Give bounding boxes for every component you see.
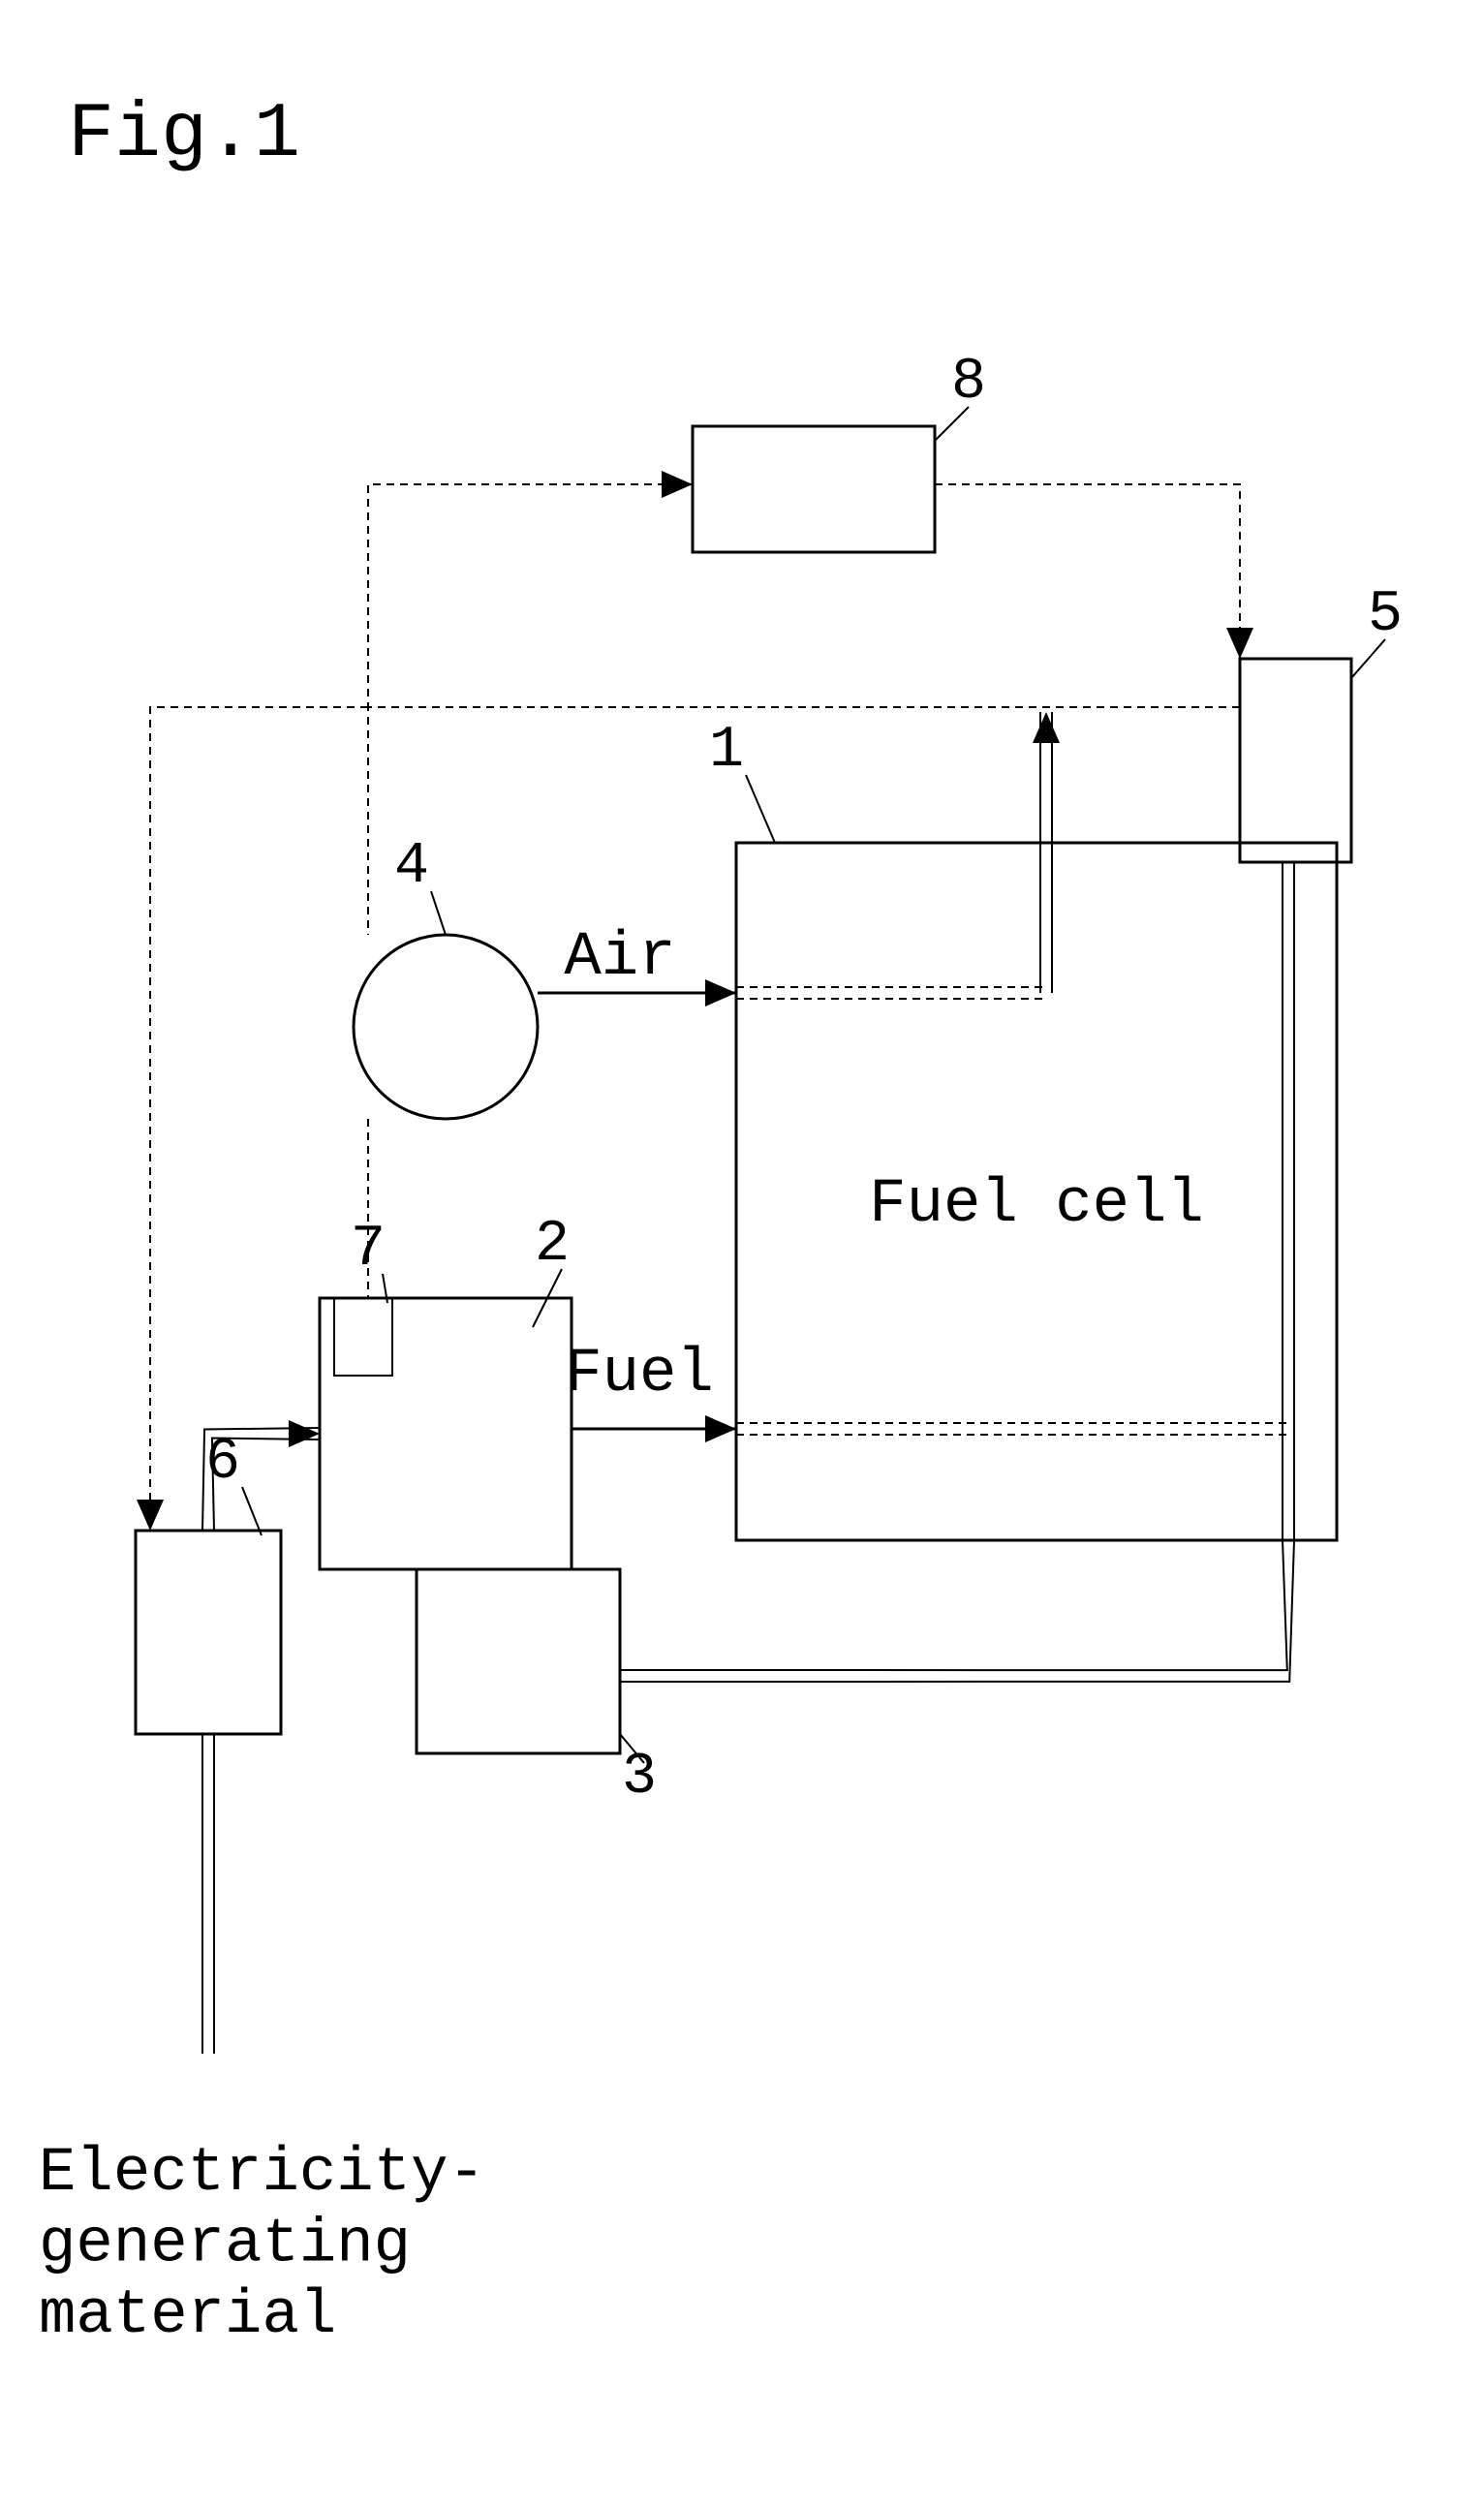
arrowhead xyxy=(662,471,693,498)
arrowhead xyxy=(705,979,736,1006)
arrowhead xyxy=(1226,628,1253,659)
refnum-sensor: 5 xyxy=(1368,582,1403,648)
refnum-blower: 4 xyxy=(394,834,429,900)
arrowhead xyxy=(705,1415,736,1442)
flow-fuel-return xyxy=(620,1429,1294,1682)
label-feed: material xyxy=(39,2281,336,2351)
leader-valve xyxy=(242,1487,262,1535)
ctrl-to-valve xyxy=(150,707,368,1531)
node-controller xyxy=(693,426,935,552)
refnum-reformer: 2 xyxy=(535,1212,570,1278)
label-fuel: Fuel xyxy=(565,1340,714,1409)
node-valve xyxy=(136,1531,281,1734)
refnum-tank: 3 xyxy=(622,1745,657,1811)
label-feed: Electricity- xyxy=(39,2139,485,2209)
ctrl-to-controller-left xyxy=(368,484,693,707)
leader-fuel_cell xyxy=(746,775,775,843)
node-blower xyxy=(354,935,538,1119)
ctrl-sensor-to-blower xyxy=(368,707,1240,935)
node-reformer xyxy=(320,1298,572,1569)
refnum-valve: 6 xyxy=(205,1430,240,1496)
leader-blower xyxy=(431,891,446,935)
arrowhead xyxy=(137,1500,164,1531)
node-heater xyxy=(334,1298,392,1376)
label-air: Air xyxy=(564,923,675,993)
arrowhead xyxy=(1033,712,1060,743)
flow-fuel-return xyxy=(620,1429,1287,1670)
node-sensor xyxy=(1240,659,1351,862)
node-tank xyxy=(417,1569,620,1753)
ctrl-controller-to-sensor xyxy=(935,484,1240,659)
arrowhead xyxy=(289,1420,320,1447)
figure-title: Fig.1 xyxy=(68,91,300,179)
figure-canvas: Fig.1Fuel cell12345678AirFuelElectricity… xyxy=(0,0,1484,2508)
node-label-fuel_cell: Fuel cell xyxy=(869,1170,1204,1240)
label-feed: generating xyxy=(39,2211,411,2280)
refnum-fuel_cell: 1 xyxy=(709,718,744,784)
refnum-controller: 8 xyxy=(951,350,986,416)
